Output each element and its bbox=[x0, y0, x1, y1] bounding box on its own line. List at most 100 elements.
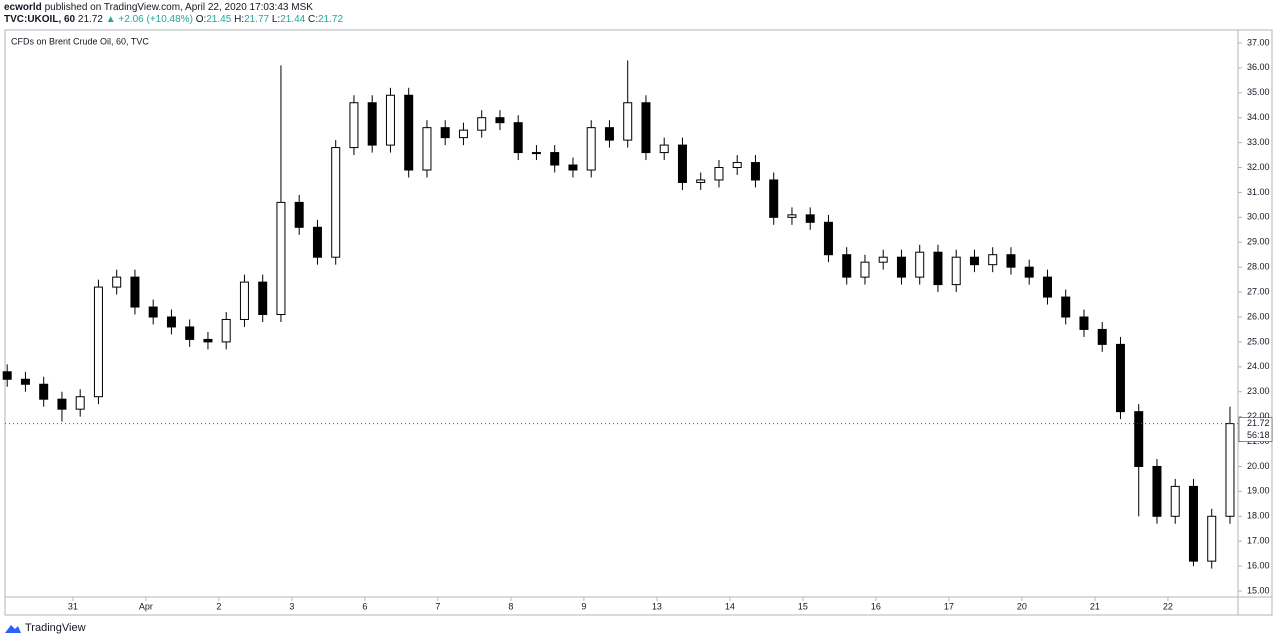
candle-body bbox=[258, 281, 268, 315]
candle-body bbox=[185, 326, 195, 340]
candle-body bbox=[1097, 328, 1107, 345]
y-tick-label: 25.00 bbox=[1247, 336, 1270, 346]
candle-body bbox=[969, 256, 979, 266]
y-tick-label: 33.00 bbox=[1247, 137, 1270, 147]
candle-body bbox=[1042, 276, 1052, 298]
candle-body bbox=[2, 371, 12, 380]
y-tick-label: 37.00 bbox=[1247, 37, 1270, 47]
brand: TradingView bbox=[25, 622, 86, 634]
candle-body bbox=[750, 162, 760, 181]
logo bbox=[5, 625, 21, 633]
candle-body bbox=[787, 214, 797, 218]
candle-body bbox=[1207, 515, 1217, 562]
candle-body bbox=[166, 316, 176, 328]
candle-body bbox=[896, 256, 906, 278]
ohlc-c-value: 21.72 bbox=[318, 14, 344, 25]
candle-body bbox=[312, 226, 322, 258]
candle-body bbox=[732, 162, 742, 169]
candle-body bbox=[513, 122, 523, 154]
chart-title: CFDs on Brent Crude Oil, 60, TVC bbox=[11, 36, 149, 46]
candle-body bbox=[349, 102, 359, 149]
candle-body bbox=[477, 117, 487, 131]
x-tick-label: 21 bbox=[1090, 601, 1100, 611]
quote-line: TVC:UKOIL, 60 21.72 ▲ +2.06 (+10.48%) O:… bbox=[4, 14, 343, 26]
candle-body bbox=[1079, 316, 1089, 330]
footer: TradingView bbox=[4, 622, 86, 634]
candle-body bbox=[714, 167, 724, 181]
candle-body bbox=[677, 144, 687, 183]
candle-body bbox=[276, 201, 286, 315]
candle-body bbox=[1115, 343, 1125, 413]
ohlc-l: L: bbox=[271, 14, 281, 25]
candle-body bbox=[1024, 266, 1034, 278]
candle-body bbox=[1006, 254, 1016, 268]
last-price-box bbox=[1238, 417, 1273, 442]
candle-body bbox=[933, 251, 943, 286]
last: 21.72 bbox=[77, 14, 103, 25]
candle-body bbox=[1225, 423, 1235, 517]
candle-body bbox=[458, 129, 468, 139]
candle-body bbox=[93, 286, 103, 398]
x-tick-label: 14 bbox=[725, 601, 735, 611]
ohlc-c: C: bbox=[308, 14, 319, 25]
ohlc-o: O: bbox=[195, 14, 207, 25]
candle-body bbox=[641, 102, 651, 154]
candle-body bbox=[331, 147, 341, 258]
x-tick-label: 3 bbox=[289, 601, 294, 611]
candle-body bbox=[130, 276, 140, 308]
candle-body bbox=[1152, 465, 1162, 517]
candle-body bbox=[568, 164, 578, 171]
candle-body bbox=[112, 276, 122, 288]
x-tick-label: 31 bbox=[68, 601, 78, 611]
y-tick-label: 20.00 bbox=[1247, 461, 1270, 471]
candle-body bbox=[805, 214, 815, 223]
candle-body bbox=[769, 179, 779, 218]
x-tick-label: 20 bbox=[1017, 601, 1027, 611]
candle-body bbox=[75, 396, 85, 410]
ohlc-h: H: bbox=[234, 14, 245, 25]
candle-body bbox=[367, 102, 377, 146]
candle-body bbox=[221, 318, 231, 343]
candle-body bbox=[531, 152, 541, 155]
x-tick-label: 16 bbox=[871, 601, 881, 611]
candle-body bbox=[495, 117, 505, 124]
change: +2.06 (+10.48%) bbox=[118, 14, 193, 25]
y-tick-label: 28.00 bbox=[1247, 262, 1270, 272]
y-tick-label: 22.00 bbox=[1247, 411, 1270, 421]
candle-body bbox=[842, 254, 852, 278]
candle-body bbox=[1188, 485, 1198, 562]
candle-body bbox=[696, 179, 706, 183]
candle-body bbox=[915, 251, 925, 278]
header: ecworld published on TradingView.com, Ap… bbox=[4, 2, 343, 26]
symbol: TVC:UKOIL, 60 bbox=[4, 14, 76, 25]
candle-body bbox=[1061, 296, 1071, 318]
x-tick-label: 6 bbox=[362, 601, 367, 611]
candle-body bbox=[148, 306, 158, 318]
last-price-label: 21.72 bbox=[1247, 418, 1270, 428]
candle-body bbox=[823, 221, 833, 256]
publish-line: ecworld published on TradingView.com, Ap… bbox=[4, 2, 343, 14]
candle-body bbox=[878, 256, 888, 263]
y-tick-label: 34.00 bbox=[1247, 112, 1270, 122]
candle-body bbox=[586, 127, 596, 171]
candle-body bbox=[20, 378, 30, 385]
candle-body bbox=[988, 254, 998, 266]
candle-body bbox=[860, 261, 870, 278]
ohlc-h-value: 21.77 bbox=[244, 14, 270, 25]
candle-body bbox=[604, 127, 614, 141]
x-tick-label: Apr bbox=[139, 601, 153, 611]
y-tick-label: 18.00 bbox=[1247, 511, 1270, 521]
frame bbox=[4, 29, 1273, 616]
y-tick-label: 26.00 bbox=[1247, 311, 1270, 321]
candle-body bbox=[294, 201, 304, 228]
y-tick-label: 24.00 bbox=[1247, 361, 1270, 371]
candle-body bbox=[951, 256, 961, 286]
candle-body bbox=[385, 94, 395, 146]
y-tick-label: 35.00 bbox=[1247, 87, 1270, 97]
x-tick-label: 22 bbox=[1163, 601, 1173, 611]
published: published on TradingView.com, April 22, … bbox=[44, 2, 313, 13]
candle-body bbox=[1134, 411, 1144, 467]
candle-body bbox=[39, 383, 49, 400]
